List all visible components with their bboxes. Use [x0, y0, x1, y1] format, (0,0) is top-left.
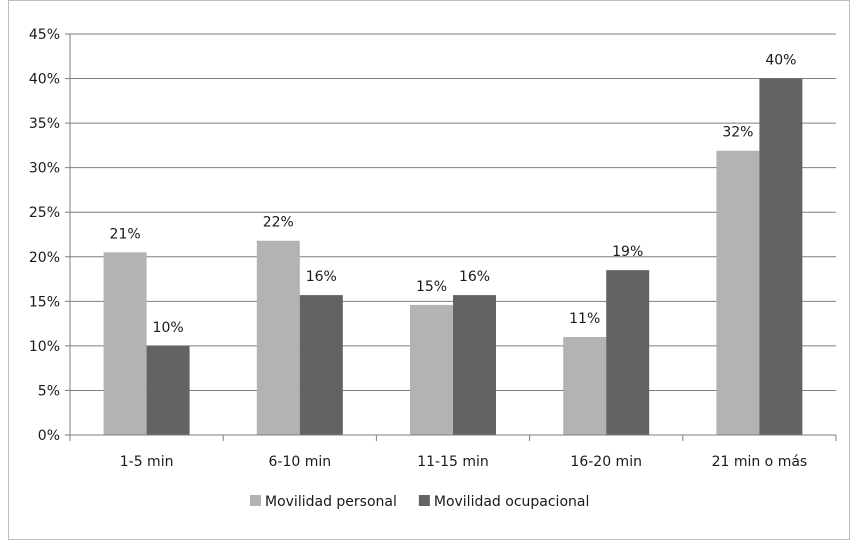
- legend-label: Movilidad ocupacional: [434, 494, 590, 510]
- x-tick-label: 11-15 min: [417, 454, 489, 470]
- data-label: 32%: [722, 125, 753, 141]
- bar-ocupacional: [759, 78, 803, 436]
- data-label: 16%: [306, 269, 337, 285]
- x-tick-label: 21 min o más: [712, 454, 808, 470]
- data-label: 22%: [263, 215, 294, 231]
- x-tick-label: 16-20 min: [570, 454, 642, 470]
- legend-label: Movilidad personal: [265, 494, 397, 510]
- y-tick-label: 25%: [29, 205, 60, 221]
- bar-ocupacional: [146, 345, 190, 435]
- gridlines: [70, 33, 836, 391]
- y-tick-label: 40%: [29, 72, 60, 88]
- bar-ocupacional: [606, 270, 650, 435]
- chart-frame: [8, 0, 850, 540]
- legend: Movilidad personal Movilidad ocupacional: [250, 494, 589, 510]
- x-axis-ticks: 1-5 min 6-10 min 11-15 min 16-20 min 21 min …: [69, 435, 837, 470]
- y-tick-label: 35%: [29, 116, 60, 132]
- data-label: 16%: [459, 269, 490, 285]
- x-tick-label: 6-10 min: [268, 454, 331, 470]
- y-tick-label: 5%: [38, 383, 60, 399]
- data-label: 19%: [612, 244, 643, 260]
- bars: [103, 78, 803, 436]
- y-axis-ticks: 0% 5% 10% 15% 20% 25% 30% 35% 40% 45%: [29, 27, 70, 444]
- bar-ocupacional: [453, 295, 496, 435]
- bar-personal: [410, 304, 453, 435]
- bar-personal: [256, 240, 300, 435]
- bar-personal: [103, 252, 147, 435]
- data-label: 15%: [416, 279, 447, 295]
- y-tick-label: 20%: [29, 250, 60, 266]
- bar-personal: [716, 150, 760, 436]
- bar-ocupacional: [299, 295, 343, 435]
- data-label: 21%: [110, 226, 141, 242]
- y-tick-label: 0%: [38, 428, 60, 444]
- y-tick-label: 10%: [29, 339, 60, 355]
- y-tick-label: 15%: [29, 294, 60, 310]
- bar-personal: [563, 336, 607, 435]
- bar-labels: 21% 10% 22% 16% 15% 16% 11% 19% 32% 40%: [110, 53, 797, 336]
- y-tick-label: 45%: [29, 27, 60, 43]
- x-tick-label: 1-5 min: [120, 454, 174, 470]
- data-label: 11%: [569, 311, 600, 327]
- legend-swatch: [250, 495, 261, 506]
- y-tick-label: 30%: [29, 161, 60, 177]
- data-label: 10%: [153, 320, 184, 336]
- axes: [69, 34, 836, 436]
- legend-swatch: [418, 495, 430, 506]
- data-label: 40%: [765, 53, 796, 69]
